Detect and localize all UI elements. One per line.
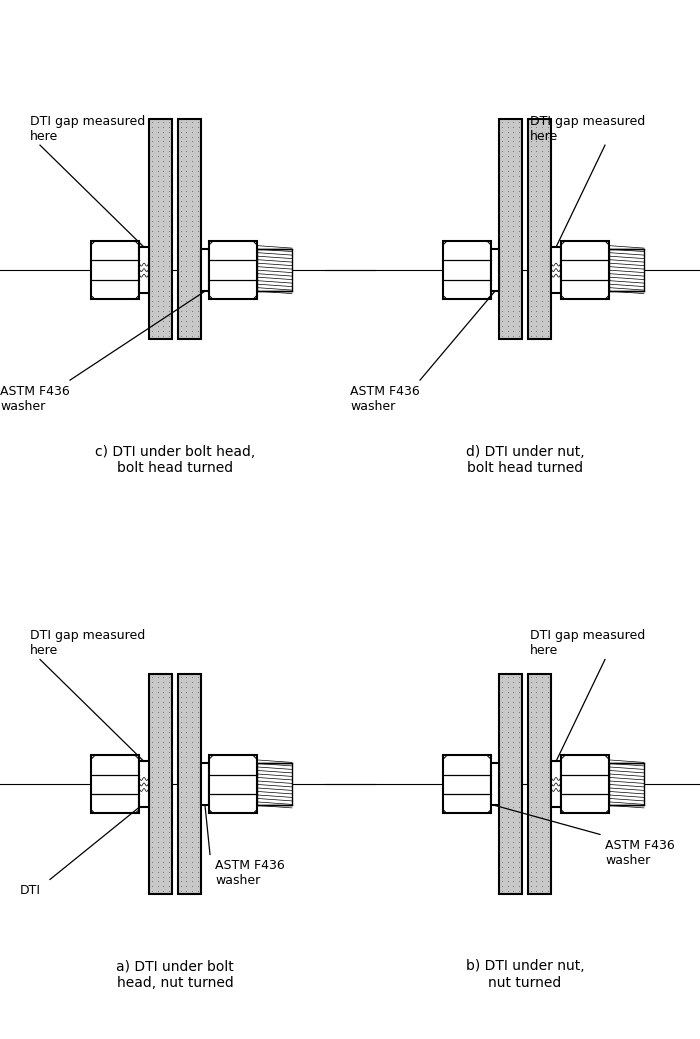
Text: b) DTI under nut,
nut turned: b) DTI under nut, nut turned [466, 959, 584, 989]
Bar [491, 764, 499, 805]
Bar [443, 241, 491, 299]
Text: DTI gap measured
here: DTI gap measured here [530, 630, 645, 658]
Bar [91, 241, 139, 299]
Bar [551, 247, 561, 293]
Bar [178, 674, 200, 895]
Bar [257, 764, 292, 805]
Text: ASTM F436
washer: ASTM F436 washer [0, 385, 70, 414]
Bar [91, 755, 139, 814]
Bar [528, 674, 550, 895]
Bar [499, 118, 522, 339]
Bar [201, 764, 209, 805]
Bar [551, 762, 561, 807]
Bar [443, 755, 491, 814]
Bar [499, 674, 522, 895]
Bar [201, 249, 209, 291]
Text: DTI gap measured
here: DTI gap measured here [30, 115, 146, 143]
Text: DTI: DTI [20, 884, 41, 898]
Text: ASTM F436
washer: ASTM F436 washer [605, 840, 675, 868]
Bar [209, 241, 257, 299]
Bar [561, 241, 609, 299]
Bar [149, 118, 172, 339]
Bar [609, 764, 644, 805]
Bar [257, 249, 292, 291]
Bar [178, 118, 200, 339]
Text: DTI gap measured
here: DTI gap measured here [30, 630, 146, 658]
Text: DTI gap measured
here: DTI gap measured here [530, 115, 645, 143]
Text: ASTM F436
washer: ASTM F436 washer [350, 385, 420, 414]
Text: ASTM F436
washer: ASTM F436 washer [215, 859, 285, 887]
Bar [491, 249, 499, 291]
Bar [149, 674, 172, 895]
Bar [561, 755, 609, 814]
Bar [209, 755, 257, 814]
Bar [609, 249, 644, 291]
Bar [528, 118, 550, 339]
Bar [139, 762, 149, 807]
Text: a) DTI under bolt
head, nut turned: a) DTI under bolt head, nut turned [116, 959, 234, 989]
Bar [139, 247, 149, 293]
Text: c) DTI under bolt head,
bolt head turned: c) DTI under bolt head, bolt head turned [95, 445, 255, 475]
Text: d) DTI under nut,
bolt head turned: d) DTI under nut, bolt head turned [466, 445, 584, 475]
